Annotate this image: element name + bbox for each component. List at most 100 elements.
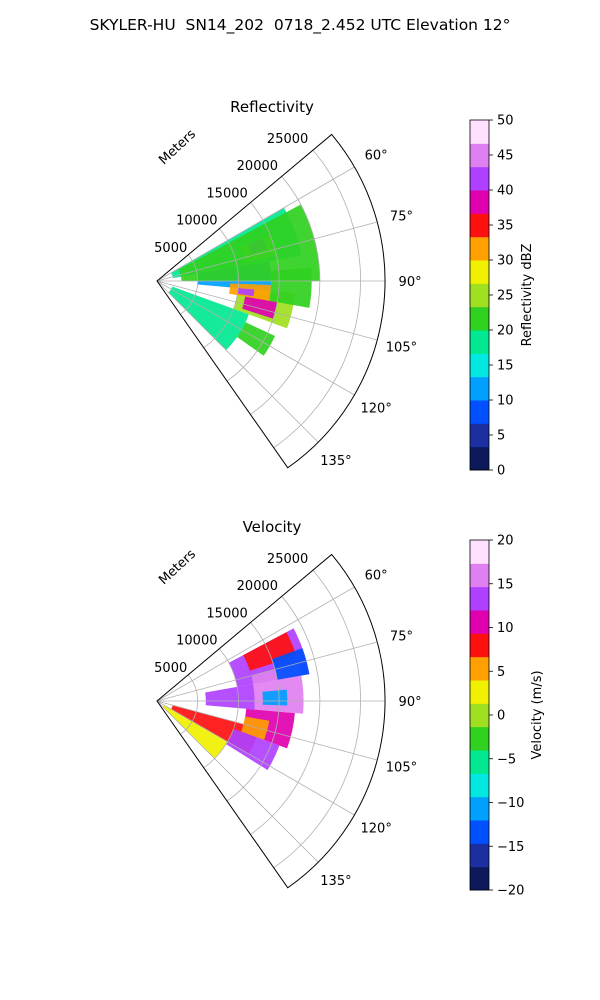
velocity-azimuth-tick-label: 90° [399, 695, 422, 710]
velocity-azimuth-spoke [156, 700, 319, 863]
velocity-colorbar-segment [470, 563, 489, 588]
reflectivity-range-ring [226, 202, 280, 382]
velocity-colorbar-tick-label: 20 [497, 534, 514, 549]
velocity-radial-tick-label: 20000 [237, 579, 278, 594]
reflectivity-radial-axis-label: Meters [156, 127, 199, 168]
reflectivity-colorbar-tick-label: 30 [497, 254, 514, 269]
reflectivity-echo-cell [237, 288, 255, 297]
velocity-echo-cell [271, 648, 310, 680]
reflectivity-colorbar-tick-label: 15 [497, 359, 514, 374]
reflectivity-echo-cell [178, 204, 320, 281]
reflectivity-colorbar-tick-label: 20 [497, 324, 514, 339]
velocity-radial-tick-label: 15000 [206, 606, 247, 621]
reflectivity-azimuth-tick-label: 135° [320, 454, 351, 469]
reflectivity-radial-tick-label: 5000 [154, 241, 187, 256]
figure-title: SKYLER-HU SN14_202 0718_2.452 UTC Elevat… [89, 16, 511, 34]
reflectivity-colorbar-segment [470, 166, 489, 191]
velocity-colorbar-segment [470, 726, 489, 751]
velocity-colorbar-segment [470, 656, 489, 681]
reflectivity-radial-tick-label: 15000 [206, 186, 247, 201]
reflectivity-echo-cell [242, 296, 278, 319]
velocity-colorbar-tick-label: 15 [497, 577, 514, 592]
reflectivity-echo-cell [168, 286, 249, 351]
velocity-colorbar-segment [470, 540, 489, 564]
velocity-colorbar-tick-label: 0 [497, 709, 505, 724]
velocity-echo-cell [226, 728, 280, 771]
reflectivity-range-ring [250, 176, 321, 415]
velocity-colorbar-tick-label: 10 [497, 621, 514, 636]
velocity-azimuth-tick-label: 60° [365, 568, 388, 583]
reflectivity-colorbar-segment [470, 353, 489, 378]
reflectivity-colorbar-tick-label: 5 [497, 429, 505, 444]
velocity-radial-axis-label: Meters [156, 547, 199, 588]
velocity-radial-tick-label: 10000 [176, 634, 217, 649]
reflectivity-colorbar-segment [470, 143, 489, 168]
velocity-range-ring [273, 569, 361, 869]
reflectivity-echo-cell [237, 322, 276, 356]
velocity-colorbar-segment [470, 820, 489, 844]
reflectivity-colorbar-segment [470, 400, 489, 424]
reflectivity-azimuth-spoke [156, 280, 319, 443]
velocity-range-ring [180, 674, 199, 735]
reflectivity-sector-outline [156, 133, 386, 469]
reflectivity-grid: 5000 10000 15000 20000 25000 60° 75° 90° 105° 120… [154, 132, 421, 469]
velocity-colorbar-segment [470, 633, 489, 658]
reflectivity-azimuth-spoke [156, 280, 378, 341]
velocity-colorbar-segment [470, 586, 489, 611]
velocity-colorbar-segment [470, 796, 489, 821]
reflectivity-colorbar-tick-label: 40 [497, 184, 514, 199]
reflectivity-azimuth-tick-label: 60° [365, 148, 388, 163]
velocity-colorbar-label: Velocity (m/s) [530, 670, 545, 759]
velocity-grid: 5000 10000 15000 20000 25000 60° 75° 90° 105° 120… [154, 552, 421, 889]
reflectivity-field [168, 204, 320, 356]
reflectivity-title: Reflectivity [230, 98, 314, 116]
reflectivity-azimuth-tick-label: 90° [399, 275, 422, 290]
reflectivity-azimuth-tick-label: 120° [361, 402, 392, 417]
velocity-radial-tick-label: 5000 [154, 661, 187, 676]
reflectivity-colorbar-label: Reflectivity dBZ [520, 244, 535, 347]
reflectivity-colorbar-segment [470, 376, 489, 401]
velocity-colorbar-tick-label: −5 [497, 752, 516, 767]
velocity-azimuth-tick-label: 105° [386, 761, 417, 776]
velocity-azimuth-tick-label: 135° [320, 874, 351, 889]
velocity-colorbar-tick-label: −10 [497, 796, 524, 811]
reflectivity-panel: Reflectivity 5000 10000 15000 20000 25000 60°… [154, 98, 421, 469]
velocity-echo-cell [262, 689, 288, 706]
reflectivity-colorbar-segment [470, 236, 489, 261]
reflectivity-radial-tick-label: 20000 [237, 159, 278, 174]
reflectivity-colorbar-segment [470, 306, 489, 331]
reflectivity-colorbar-segment [470, 190, 489, 214]
reflectivity-azimuth-spoke [156, 280, 355, 396]
velocity-colorbar-segment [470, 680, 489, 704]
velocity-colorbar-tick-label: 5 [497, 665, 505, 680]
reflectivity-colorbar-tick-label: 45 [497, 149, 514, 164]
velocity-colorbar-segment [470, 750, 489, 774]
velocity-azimuth-tick-label: 75° [390, 629, 413, 644]
reflectivity-azimuth-spoke [156, 221, 378, 282]
velocity-range-ring [250, 596, 321, 835]
velocity-echo-cell [241, 716, 270, 740]
reflectivity-colorbar-tick-label: 35 [497, 219, 514, 234]
velocity-range-ring [203, 648, 239, 769]
velocity-radial-tick-label: 25000 [267, 552, 308, 567]
velocity-sector-outline [156, 553, 386, 889]
velocity-azimuth-spoke [156, 586, 355, 702]
reflectivity-radial-tick-label: 25000 [267, 132, 308, 147]
reflectivity-colorbar-segment [470, 423, 489, 448]
reflectivity-colorbar-tick-label: 0 [497, 464, 505, 479]
reflectivity-range-ring [180, 254, 199, 315]
reflectivity-colorbar-tick-label: 25 [497, 289, 514, 304]
velocity-panel: Velocity 5000 10000 15000 20000 25000 60° 75° 9… [154, 518, 421, 889]
reflectivity-colorbar: Reflectivity dBZ 0 5 10 15 20 25 30 35 40 45 50 [469, 114, 535, 479]
reflectivity-colorbar-segment [470, 213, 489, 238]
velocity-range-ring [226, 622, 280, 802]
velocity-colorbar-segment [470, 843, 489, 868]
velocity-colorbar-segment [470, 610, 489, 634]
velocity-azimuth-tick-label: 120° [361, 822, 392, 837]
velocity-colorbar-tick-label: −20 [497, 884, 524, 899]
reflectivity-colorbar-tick-label: 10 [497, 394, 514, 409]
velocity-title: Velocity [243, 518, 302, 536]
reflectivity-colorbar-segment [470, 330, 489, 354]
velocity-echo-cell [205, 684, 255, 710]
